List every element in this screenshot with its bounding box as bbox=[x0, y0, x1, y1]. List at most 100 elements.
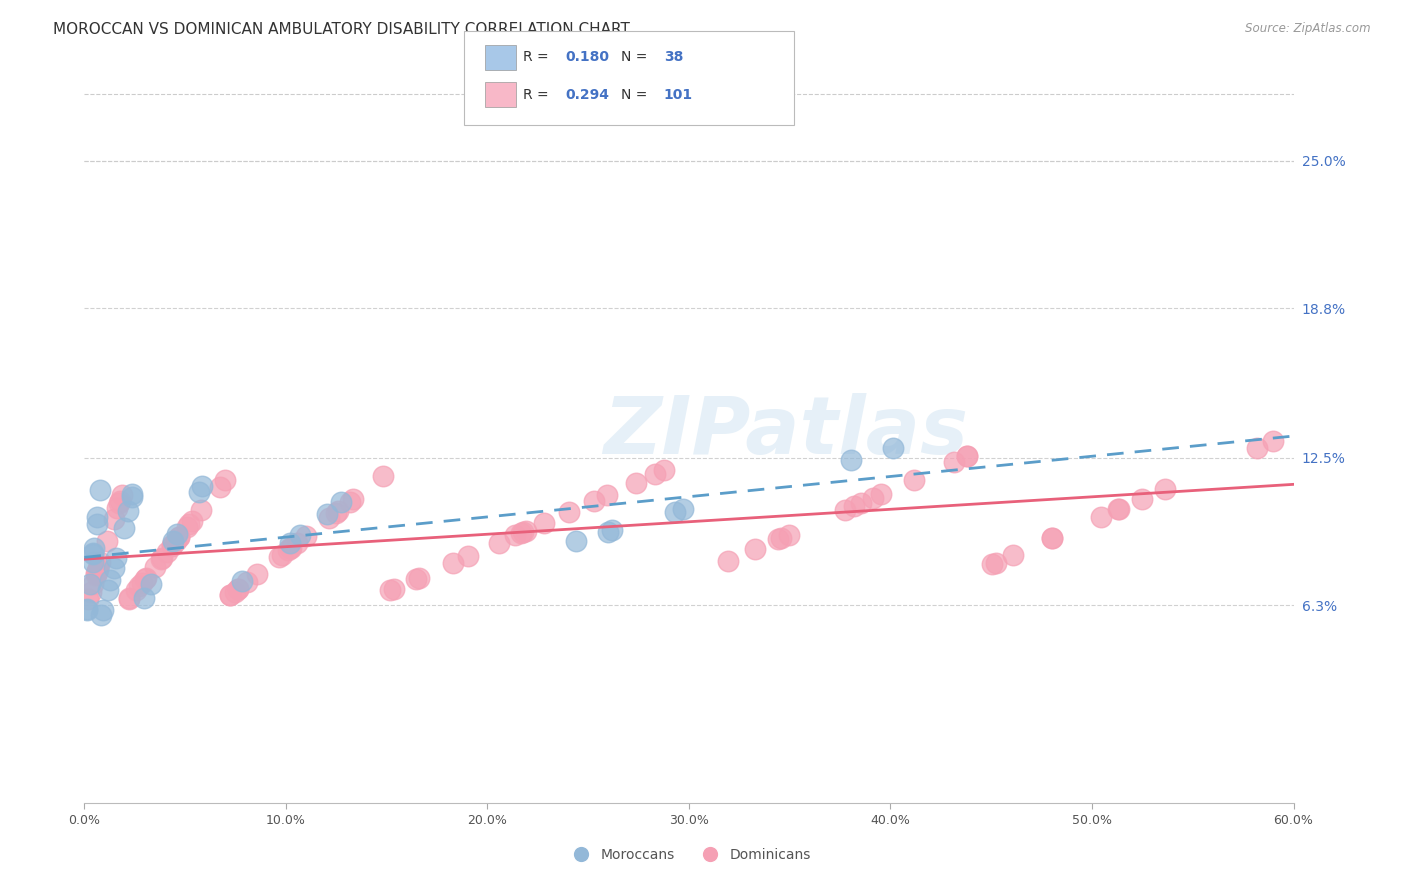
Point bbox=[128, 579, 150, 593]
Point bbox=[903, 473, 925, 487]
Point bbox=[76, 602, 98, 616]
Point bbox=[1246, 441, 1268, 455]
Point bbox=[716, 554, 738, 568]
Point bbox=[844, 499, 866, 513]
Point bbox=[271, 548, 294, 562]
Point bbox=[1107, 502, 1129, 516]
Point bbox=[180, 515, 202, 529]
Point bbox=[1040, 531, 1063, 545]
Point bbox=[533, 516, 555, 530]
Text: Source: ZipAtlas.com: Source: ZipAtlas.com bbox=[1246, 22, 1371, 36]
Point bbox=[457, 549, 479, 564]
Point bbox=[766, 532, 789, 546]
Point bbox=[108, 496, 131, 510]
Point bbox=[150, 550, 173, 565]
Point bbox=[841, 453, 863, 467]
Point bbox=[371, 469, 394, 483]
Point bbox=[672, 502, 695, 516]
Point bbox=[280, 541, 302, 555]
Point bbox=[87, 561, 110, 575]
Text: R =: R = bbox=[523, 87, 553, 102]
Point bbox=[86, 517, 108, 532]
Point bbox=[503, 528, 526, 542]
Point bbox=[76, 603, 98, 617]
Point bbox=[121, 490, 143, 504]
Point bbox=[125, 582, 148, 597]
Point bbox=[117, 591, 139, 606]
Point bbox=[224, 585, 246, 599]
Point bbox=[246, 567, 269, 582]
Point bbox=[110, 487, 132, 501]
Point bbox=[160, 539, 183, 553]
Point bbox=[89, 555, 111, 569]
Point bbox=[1090, 509, 1112, 524]
Point bbox=[582, 494, 605, 508]
Text: N =: N = bbox=[621, 50, 652, 64]
Point bbox=[441, 556, 464, 570]
Point bbox=[870, 487, 893, 501]
Point bbox=[86, 566, 108, 581]
Legend: Moroccans, Dominicans: Moroccans, Dominicans bbox=[562, 842, 815, 867]
Point bbox=[87, 561, 110, 575]
Point bbox=[318, 511, 340, 525]
Point bbox=[664, 505, 686, 519]
Point bbox=[83, 541, 105, 556]
Point bbox=[162, 538, 184, 552]
Point bbox=[342, 492, 364, 507]
Point bbox=[219, 588, 242, 602]
Point bbox=[117, 504, 139, 518]
Point bbox=[165, 533, 187, 548]
Text: 38: 38 bbox=[664, 50, 683, 64]
Point bbox=[79, 584, 101, 599]
Point bbox=[315, 507, 337, 521]
Point bbox=[82, 547, 104, 561]
Point bbox=[103, 511, 125, 525]
Point bbox=[156, 545, 179, 559]
Point bbox=[778, 527, 800, 541]
Point bbox=[166, 527, 188, 541]
Point bbox=[488, 535, 510, 549]
Point bbox=[596, 524, 619, 539]
Point bbox=[509, 526, 531, 541]
Point bbox=[956, 450, 979, 464]
Point bbox=[600, 524, 623, 538]
Point bbox=[134, 591, 156, 605]
Point bbox=[105, 500, 128, 515]
Point bbox=[849, 496, 872, 510]
Point bbox=[118, 591, 141, 605]
Point bbox=[108, 493, 131, 508]
Point bbox=[565, 533, 588, 548]
Point bbox=[97, 582, 120, 597]
Point bbox=[176, 519, 198, 533]
Point bbox=[512, 524, 534, 539]
Point bbox=[956, 449, 979, 463]
Point bbox=[86, 509, 108, 524]
Point bbox=[1040, 531, 1063, 545]
Point bbox=[167, 530, 190, 544]
Point bbox=[644, 467, 666, 482]
Point bbox=[326, 504, 349, 518]
Point bbox=[408, 571, 430, 585]
Text: N =: N = bbox=[621, 87, 652, 102]
Point bbox=[325, 506, 347, 520]
Point bbox=[79, 577, 101, 591]
Point bbox=[624, 475, 647, 490]
Point bbox=[84, 568, 107, 582]
Point bbox=[90, 608, 112, 623]
Point bbox=[834, 503, 856, 517]
Point bbox=[86, 565, 108, 579]
Point bbox=[135, 570, 157, 584]
Point bbox=[942, 455, 965, 469]
Point bbox=[1261, 434, 1284, 449]
Point bbox=[162, 534, 184, 549]
Text: 0.180: 0.180 bbox=[565, 50, 609, 64]
Point bbox=[405, 572, 427, 586]
Point bbox=[190, 502, 212, 516]
Text: MOROCCAN VS DOMINICAN AMBULATORY DISABILITY CORRELATION CHART: MOROCCAN VS DOMINICAN AMBULATORY DISABIL… bbox=[53, 22, 630, 37]
Point bbox=[1001, 548, 1024, 562]
Point bbox=[112, 521, 135, 535]
Point bbox=[82, 576, 104, 591]
Point bbox=[214, 473, 236, 487]
Point bbox=[226, 582, 249, 596]
Point bbox=[1153, 482, 1175, 496]
